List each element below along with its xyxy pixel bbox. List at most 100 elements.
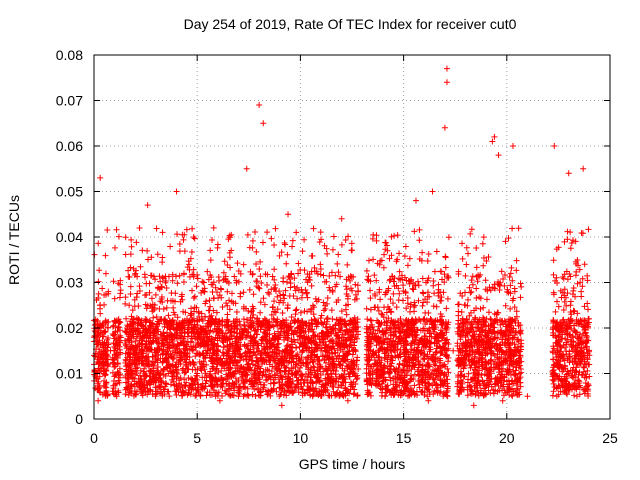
data-point bbox=[517, 280, 524, 287]
data-point bbox=[122, 391, 129, 398]
data-point bbox=[252, 228, 259, 235]
data-point bbox=[464, 296, 471, 303]
data-point bbox=[143, 305, 150, 312]
data-point bbox=[127, 251, 134, 258]
data-point bbox=[180, 271, 187, 278]
data-point bbox=[284, 251, 291, 258]
data-point bbox=[280, 274, 287, 281]
data-point bbox=[393, 304, 400, 311]
data-point bbox=[115, 233, 122, 240]
data-point bbox=[231, 273, 238, 280]
data-point bbox=[127, 283, 134, 290]
data-point bbox=[203, 392, 210, 399]
data-point bbox=[112, 381, 119, 388]
data-point bbox=[214, 289, 221, 296]
data-point bbox=[95, 365, 102, 372]
data-point bbox=[176, 272, 183, 279]
data-point bbox=[104, 336, 111, 343]
data-point bbox=[343, 311, 350, 318]
data-point bbox=[123, 357, 130, 364]
data-point bbox=[396, 250, 403, 257]
data-point bbox=[329, 246, 336, 253]
data-point bbox=[95, 290, 102, 297]
data-point bbox=[301, 267, 308, 274]
data-point bbox=[192, 393, 199, 400]
data-point bbox=[110, 322, 117, 329]
data-point bbox=[110, 278, 117, 285]
data-point bbox=[463, 244, 470, 251]
data-point bbox=[502, 302, 509, 309]
data-point bbox=[253, 260, 260, 267]
data-point bbox=[159, 274, 166, 281]
data-point bbox=[474, 278, 481, 285]
data-point bbox=[230, 392, 237, 399]
data-point bbox=[416, 237, 423, 244]
data-point bbox=[310, 225, 317, 232]
data-point bbox=[117, 277, 124, 284]
data-point bbox=[271, 298, 278, 305]
data-point bbox=[92, 367, 99, 374]
data-point bbox=[193, 283, 200, 290]
data-point bbox=[328, 269, 335, 276]
data-point bbox=[283, 260, 290, 267]
data-point bbox=[129, 307, 136, 314]
data-point bbox=[329, 288, 336, 295]
data-point bbox=[498, 268, 505, 275]
data-point bbox=[237, 290, 244, 297]
data-point bbox=[278, 249, 285, 256]
data-point bbox=[159, 259, 166, 266]
data-point bbox=[459, 255, 466, 262]
data-point bbox=[257, 309, 264, 316]
data-point bbox=[308, 282, 315, 289]
data-point bbox=[289, 243, 296, 250]
data-point bbox=[275, 340, 282, 347]
data-point bbox=[125, 273, 132, 280]
data-point bbox=[189, 225, 196, 232]
data-point bbox=[407, 308, 414, 315]
data-point bbox=[152, 335, 159, 342]
data-point bbox=[444, 295, 451, 302]
data-point bbox=[308, 268, 315, 275]
data-point bbox=[276, 384, 283, 391]
data-point bbox=[202, 300, 209, 307]
data-point bbox=[465, 250, 472, 257]
data-point bbox=[518, 283, 525, 290]
data-point bbox=[208, 312, 215, 319]
data-point bbox=[326, 284, 333, 291]
data-point bbox=[507, 270, 514, 277]
data-point bbox=[234, 260, 241, 267]
data-point bbox=[113, 226, 120, 233]
data-point bbox=[480, 234, 487, 241]
data-point bbox=[224, 302, 231, 309]
data-point bbox=[101, 390, 108, 397]
data-point bbox=[473, 245, 480, 252]
data-point bbox=[187, 255, 194, 262]
data-point bbox=[143, 291, 150, 298]
data-point bbox=[242, 384, 249, 391]
data-point bbox=[517, 294, 524, 301]
data-point bbox=[276, 331, 283, 338]
data-point bbox=[102, 252, 109, 259]
data-point bbox=[105, 324, 112, 331]
data-point bbox=[271, 276, 278, 283]
data-point bbox=[96, 360, 103, 367]
data-point bbox=[100, 323, 107, 330]
data-point bbox=[172, 273, 179, 280]
data-point bbox=[390, 290, 397, 297]
data-point bbox=[103, 319, 110, 326]
data-point bbox=[97, 329, 104, 336]
data-point bbox=[134, 273, 141, 280]
data-point bbox=[111, 343, 118, 350]
data-point bbox=[288, 323, 295, 330]
data-point bbox=[128, 243, 135, 250]
data-point bbox=[170, 304, 177, 311]
data-point bbox=[284, 279, 291, 286]
data-point bbox=[122, 341, 129, 348]
data-point bbox=[148, 295, 155, 302]
data-point bbox=[216, 292, 223, 299]
data-point bbox=[93, 337, 100, 344]
data-point bbox=[290, 293, 297, 300]
data-point bbox=[122, 234, 129, 241]
data-point bbox=[191, 304, 198, 311]
data-point bbox=[109, 323, 116, 330]
